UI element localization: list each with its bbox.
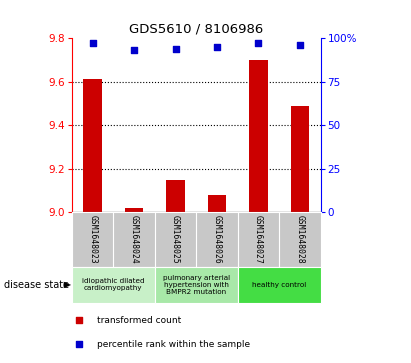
Text: GSM1648028: GSM1648028 bbox=[296, 215, 305, 264]
Point bbox=[172, 46, 179, 52]
Text: GSM1648025: GSM1648025 bbox=[171, 215, 180, 264]
Bar bbox=[83, 79, 102, 212]
Bar bbox=[72, 267, 155, 303]
Point bbox=[255, 40, 262, 46]
Polygon shape bbox=[64, 282, 71, 288]
Text: GSM1648026: GSM1648026 bbox=[212, 215, 222, 264]
Bar bbox=[249, 60, 268, 212]
Bar bbox=[238, 267, 321, 303]
Text: GSM1648023: GSM1648023 bbox=[88, 215, 97, 264]
Text: disease state: disease state bbox=[4, 280, 69, 290]
Title: GDS5610 / 8106986: GDS5610 / 8106986 bbox=[129, 23, 263, 36]
Bar bbox=[166, 180, 185, 212]
Text: transformed count: transformed count bbox=[97, 316, 181, 325]
Point bbox=[76, 341, 83, 347]
Text: healthy control: healthy control bbox=[252, 282, 306, 288]
Text: GSM1648027: GSM1648027 bbox=[254, 215, 263, 264]
Text: pulmonary arterial
hypertension with
BMPR2 mutation: pulmonary arterial hypertension with BMP… bbox=[163, 275, 230, 295]
Point bbox=[76, 317, 83, 323]
Bar bbox=[155, 267, 238, 303]
Point bbox=[214, 44, 220, 50]
Bar bbox=[125, 208, 143, 212]
Bar bbox=[291, 106, 309, 212]
Text: GSM1648024: GSM1648024 bbox=[129, 215, 139, 264]
Point bbox=[89, 40, 96, 46]
Text: idiopathic dilated
cardiomyopathy: idiopathic dilated cardiomyopathy bbox=[82, 278, 145, 291]
Point bbox=[131, 48, 137, 53]
Bar bbox=[208, 195, 226, 212]
Point bbox=[297, 42, 303, 48]
Text: percentile rank within the sample: percentile rank within the sample bbox=[97, 340, 250, 348]
